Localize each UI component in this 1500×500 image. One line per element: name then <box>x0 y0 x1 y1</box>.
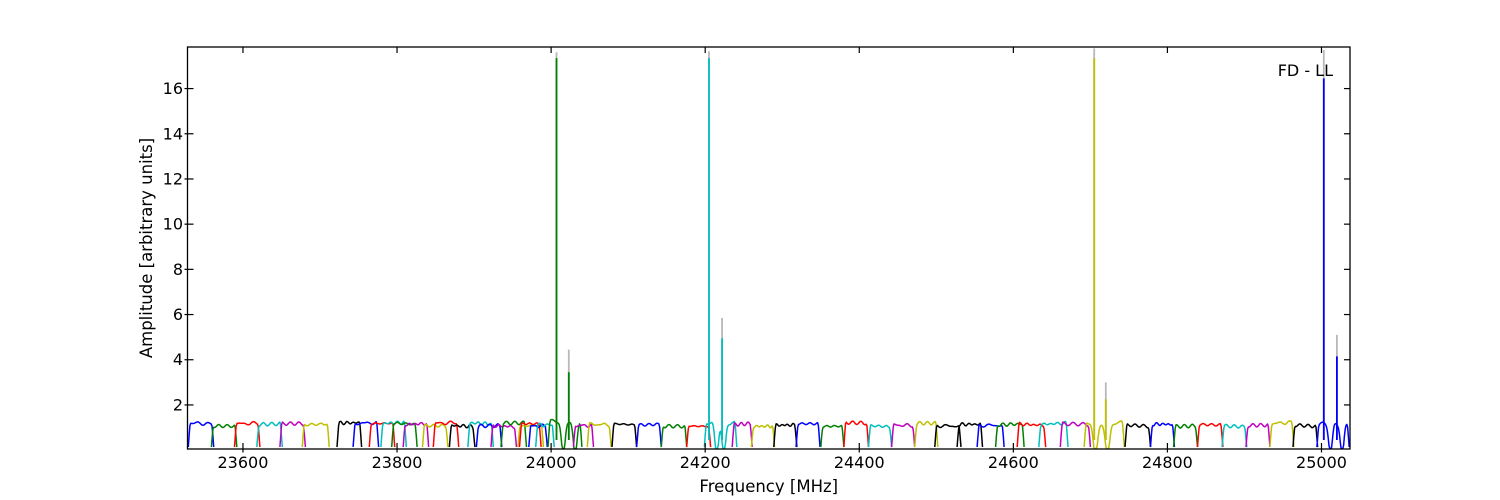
y-tick-label: 8 <box>173 260 183 279</box>
y-axis-label: Amplitude [arbitrary units] <box>137 138 156 358</box>
subband-trace-m <box>279 421 307 448</box>
y-tick-label: 4 <box>173 350 183 369</box>
subband-trace-c <box>867 424 893 448</box>
subband-trace-m <box>1245 422 1271 448</box>
x-tick-label: 23800 <box>372 453 423 472</box>
subband-trace-m <box>731 421 753 448</box>
y-tick-label: 14 <box>163 124 183 143</box>
x-tick-label: 24600 <box>988 453 1039 472</box>
subband-trace-b <box>475 423 503 448</box>
corner-annotation: FD - LL <box>1278 61 1333 80</box>
subband-trace-k <box>1292 423 1319 448</box>
subband-trace-y <box>301 422 330 448</box>
subband-trace-b <box>635 422 663 448</box>
subband-trace-c <box>1221 423 1248 448</box>
subband-trace-k <box>448 423 476 448</box>
x-tick-label: 24000 <box>526 453 577 472</box>
subband-trace-m <box>1059 421 1092 448</box>
y-tick-label: 12 <box>163 169 183 188</box>
subband-trace-y <box>750 424 776 448</box>
x-tick-label: 24800 <box>1142 453 1193 472</box>
subband-trace-m <box>890 422 916 448</box>
subband-trace-g <box>820 424 845 448</box>
subband-trace-g <box>660 423 688 448</box>
subband-trace-k <box>1124 423 1152 448</box>
subband-trace-y <box>1269 420 1295 448</box>
subband-trace-g <box>1172 423 1199 448</box>
x-tick-label: 25000 <box>1296 453 1347 472</box>
plot-area <box>187 48 1350 449</box>
subband-trace-b <box>187 421 215 448</box>
subband-trace-g <box>500 420 528 448</box>
y-tick-label: 6 <box>173 305 183 324</box>
subband-trace-b <box>1316 421 1350 449</box>
subband-trace-c <box>534 422 555 448</box>
subband-trace-r <box>233 420 261 448</box>
subband-trace-r <box>1016 421 1047 448</box>
subband-trace-y <box>913 420 939 448</box>
subband-trace-r <box>368 422 396 448</box>
subband-trace-g <box>390 421 418 448</box>
subband-trace-y <box>586 421 612 448</box>
subband-trace-r <box>518 422 542 448</box>
subband-trace-m <box>572 423 595 448</box>
subband-trace-b <box>1149 421 1176 448</box>
x-axis-label: Frequency [MHz] <box>699 477 838 496</box>
y-tick-label: 16 <box>163 79 183 98</box>
subband-trace-r <box>843 420 870 447</box>
y-tick-label: 2 <box>173 395 183 414</box>
subband-trace-c <box>256 421 284 448</box>
subband-trace-r <box>1196 422 1224 448</box>
axes-frame <box>186 46 1351 450</box>
subband-trace-k <box>956 422 984 448</box>
subband-trace-y <box>1083 420 1126 449</box>
subband-trace-k <box>611 422 638 448</box>
subband-trace-g <box>210 423 238 448</box>
y-tick-label: 10 <box>163 215 183 234</box>
subband-trace-k <box>773 422 798 448</box>
subband-trace-b <box>795 421 821 448</box>
x-tick-label: 24200 <box>680 453 731 472</box>
subband-trace-r <box>432 420 460 448</box>
subband-trace-k <box>934 423 962 448</box>
x-tick-label: 24400 <box>834 453 885 472</box>
x-tick-label: 23600 <box>218 453 269 472</box>
subband-trace-m <box>490 423 518 448</box>
subband-trace-k <box>336 420 363 448</box>
